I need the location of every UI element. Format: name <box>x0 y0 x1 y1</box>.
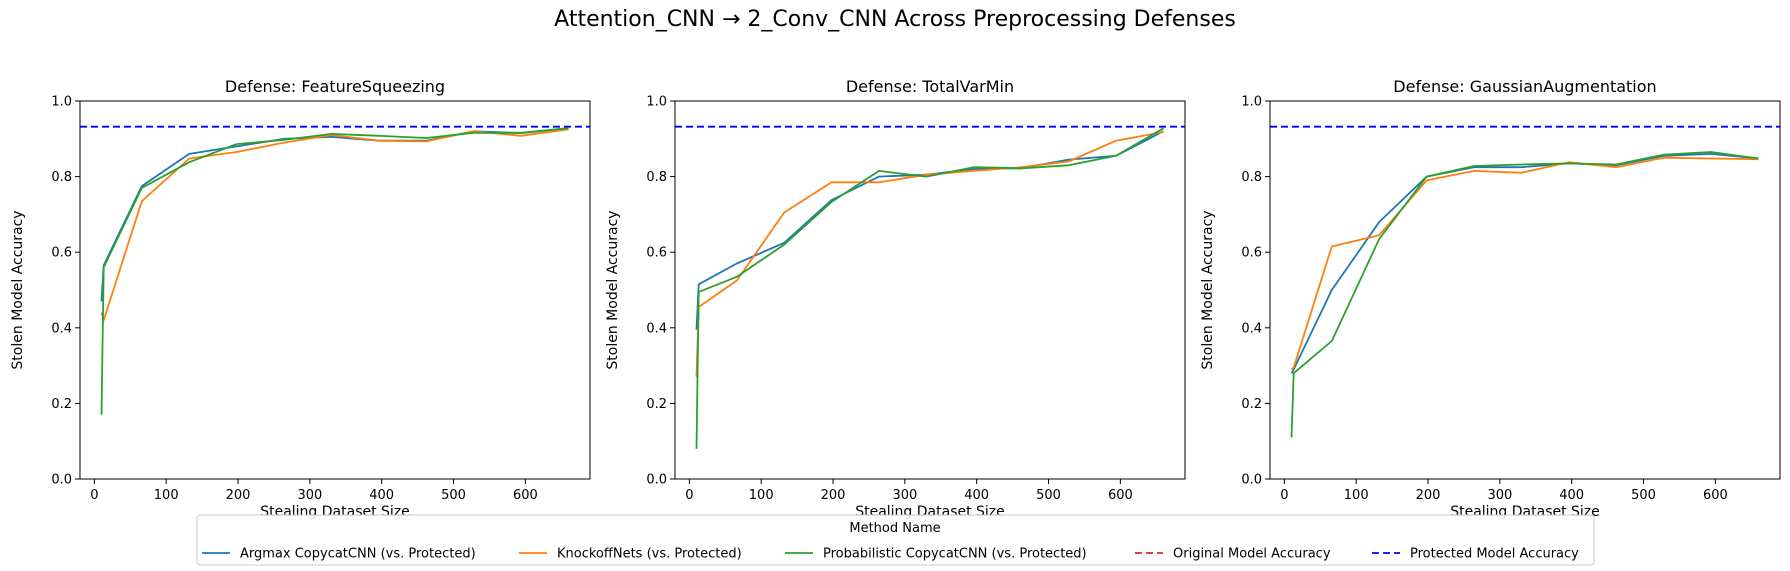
series-line-knockoff <box>1290 156 1759 371</box>
x-tick-label: 400 <box>1559 488 1584 503</box>
y-tick-label: 0.4 <box>51 321 72 336</box>
subplot-2: Defense: TotalVarMin 0.0 0.2 0.4 0.6 0.8 1.0 0 1… <box>605 77 1186 520</box>
legend-entry-label: KnockoffNets (vs. Protected) <box>557 547 742 562</box>
y-tick-label: 1.0 <box>646 95 667 110</box>
y-axis-label: Stolen Model Accuracy <box>605 210 621 369</box>
plot-frame <box>674 100 1186 480</box>
y-tick-label: 0.2 <box>1241 397 1262 412</box>
x-tick-label: 500 <box>1631 488 1656 503</box>
x-tick-label: 400 <box>964 488 989 503</box>
x-tick-label: 100 <box>749 488 774 503</box>
y-tick-label: 0.8 <box>1241 170 1262 185</box>
series-line-probabilistic <box>695 127 1164 449</box>
series-line-knockoff <box>100 128 569 322</box>
x-tick-label: 200 <box>226 488 251 503</box>
y-tick-label: 0.8 <box>646 170 667 185</box>
x-tick-label: 100 <box>154 488 179 503</box>
y-tick-label: 0.8 <box>51 170 72 185</box>
figure-title: Attention_CNN → 2_Conv_CNN Across Prepro… <box>554 7 1236 32</box>
x-tick-label: 600 <box>1108 488 1133 503</box>
x-tick-label: 300 <box>892 488 917 503</box>
x-tick-label: 400 <box>369 488 394 503</box>
y-tick-label: 0.0 <box>646 473 667 488</box>
legend-title: Method Name <box>849 521 940 536</box>
x-tick-label: 500 <box>441 488 466 503</box>
series-line-probabilistic <box>100 127 569 415</box>
x-tick-label: 200 <box>821 488 846 503</box>
y-tick-label: 0.4 <box>646 321 667 336</box>
legend-entry-label: Protected Model Accuracy <box>1410 547 1579 562</box>
y-axis-label: Stolen Model Accuracy <box>10 210 26 369</box>
subplot-3: Defense: GaussianAugmentation 0.0 0.2 0.4 0.… <box>1200 77 1781 520</box>
subplot-title: Defense: FeatureSqueezing <box>225 77 445 96</box>
series-line-argmax <box>1290 152 1759 374</box>
x-tick-label: 600 <box>1703 488 1728 503</box>
plot-frame <box>1269 100 1781 480</box>
x-tick-label: 500 <box>1036 488 1061 503</box>
y-tick-label: 0.0 <box>1241 473 1262 488</box>
y-tick-label: 1.0 <box>1241 95 1262 110</box>
series-line-knockoff <box>695 131 1164 377</box>
plot-frame <box>79 100 591 480</box>
y-tick-label: 0.0 <box>51 473 72 488</box>
subplot-title: Defense: GaussianAugmentation <box>1393 77 1656 96</box>
x-tick-label: 0 <box>90 488 98 503</box>
x-tick-label: 100 <box>1344 488 1369 503</box>
y-tick-label: 0.2 <box>51 397 72 412</box>
legend-entry-label: Probabilistic CopycatCNN (vs. Protected) <box>823 547 1087 562</box>
x-tick-label: 0 <box>685 488 693 503</box>
series-line-probabilistic <box>1290 151 1759 438</box>
y-tick-label: 1.0 <box>51 95 72 110</box>
series-line-argmax <box>100 127 569 302</box>
legend-entry-label: Argmax CopycatCNN (vs. Protected) <box>240 547 476 562</box>
y-axis-label: Stolen Model Accuracy <box>1200 210 1216 369</box>
y-tick-label: 0.6 <box>1241 246 1262 261</box>
x-tick-label: 300 <box>297 488 322 503</box>
legend: Method Name Argmax CopycatCNN (vs. Protec… <box>196 514 1595 566</box>
x-tick-label: 300 <box>1487 488 1512 503</box>
x-tick-label: 600 <box>513 488 538 503</box>
y-tick-label: 0.6 <box>646 246 667 261</box>
x-tick-label: 200 <box>1416 488 1441 503</box>
subplot-title: Defense: TotalVarMin <box>846 77 1014 96</box>
y-tick-label: 0.2 <box>646 397 667 412</box>
y-tick-label: 0.4 <box>1241 321 1262 336</box>
y-tick-label: 0.6 <box>51 246 72 261</box>
legend-entry-label: Original Model Accuracy <box>1173 547 1331 562</box>
subplot-panels: Defense: FeatureSqueezing 0.0 0.2 0.4 0.6 0.8… <box>10 77 1781 520</box>
x-tick-label: 0 <box>1280 488 1288 503</box>
subplot-1: Defense: FeatureSqueezing 0.0 0.2 0.4 0.6 0.8… <box>10 77 591 520</box>
